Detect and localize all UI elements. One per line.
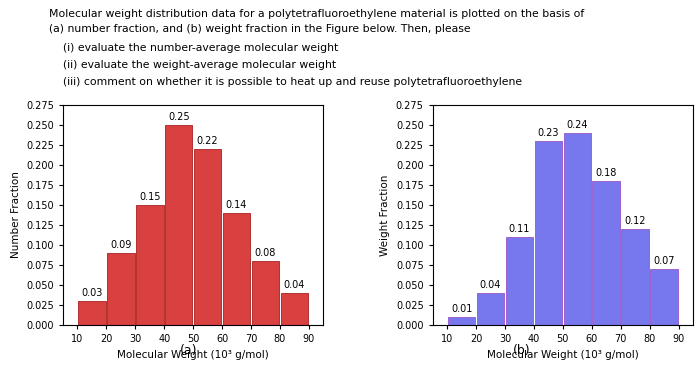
- Text: 0.03: 0.03: [81, 288, 103, 298]
- Bar: [592, 181, 620, 325]
- Text: 0.22: 0.22: [197, 136, 218, 145]
- Text: 0.14: 0.14: [226, 200, 247, 210]
- Y-axis label: Weight Fraction: Weight Fraction: [380, 174, 390, 256]
- Bar: [622, 229, 649, 325]
- Text: 0.12: 0.12: [624, 216, 646, 226]
- Text: 0.07: 0.07: [653, 256, 675, 266]
- Text: Molecular weight distribution data for a polytetrafluoroethylene material is plo: Molecular weight distribution data for a…: [49, 9, 584, 19]
- Text: (i) evaluate the number-average molecular weight: (i) evaluate the number-average molecula…: [63, 43, 338, 53]
- Text: 0.01: 0.01: [451, 304, 473, 314]
- Bar: [194, 149, 221, 325]
- Text: (ii) evaluate the weight-average molecular weight: (ii) evaluate the weight-average molecul…: [63, 60, 336, 70]
- Bar: [223, 213, 251, 325]
- Bar: [564, 133, 591, 325]
- Bar: [252, 261, 279, 325]
- Text: 0.09: 0.09: [110, 240, 132, 250]
- Y-axis label: Number Fraction: Number Fraction: [10, 172, 20, 258]
- Bar: [650, 269, 678, 325]
- Text: 0.25: 0.25: [168, 111, 190, 122]
- Text: 0.04: 0.04: [480, 280, 501, 290]
- Bar: [448, 318, 475, 325]
- Text: 0.04: 0.04: [284, 280, 305, 290]
- Text: 0.24: 0.24: [566, 120, 588, 130]
- Bar: [165, 125, 192, 325]
- Text: 0.18: 0.18: [596, 168, 617, 178]
- Text: 0.08: 0.08: [255, 248, 276, 258]
- Text: 0.23: 0.23: [538, 128, 559, 138]
- Text: (a): (a): [181, 344, 197, 357]
- Bar: [107, 253, 134, 325]
- Text: 0.15: 0.15: [139, 192, 160, 202]
- X-axis label: Molecular Weight (10³ g/mol): Molecular Weight (10³ g/mol): [487, 350, 638, 360]
- Bar: [281, 293, 308, 325]
- Bar: [535, 141, 562, 325]
- X-axis label: Molecular Weight (10³ g/mol): Molecular Weight (10³ g/mol): [118, 350, 269, 360]
- Bar: [78, 301, 106, 325]
- Text: (iii) comment on whether it is possible to heat up and reuse polytetrafluoroethy: (iii) comment on whether it is possible …: [63, 77, 522, 87]
- Bar: [505, 237, 533, 325]
- Text: (a) number fraction, and (b) weight fraction in the Figure below. Then, please: (a) number fraction, and (b) weight frac…: [49, 24, 470, 34]
- Text: (b): (b): [512, 344, 531, 357]
- Bar: [477, 293, 504, 325]
- Bar: [136, 205, 164, 325]
- Text: 0.11: 0.11: [509, 224, 530, 234]
